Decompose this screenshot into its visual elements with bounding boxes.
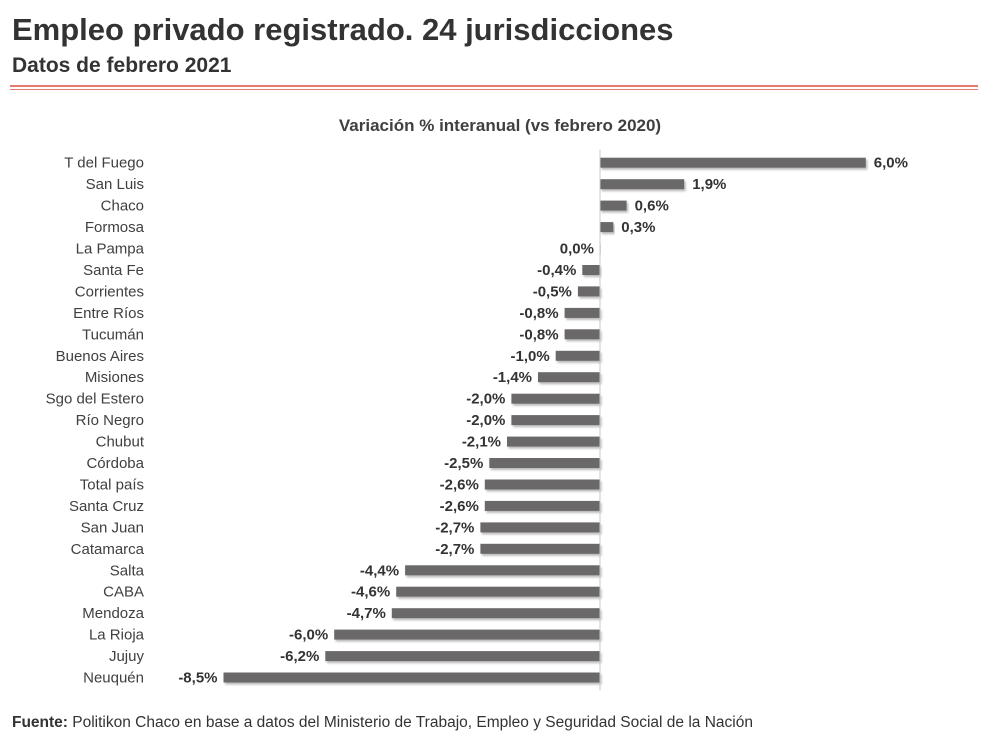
value-label-caba: -4,6% bbox=[351, 584, 390, 601]
category-label-santa-cruz: Santa Cruz bbox=[69, 498, 144, 515]
bar-corrientes bbox=[577, 286, 600, 297]
bar-rio-negro bbox=[511, 415, 600, 426]
value-label-formosa: 0,3% bbox=[621, 219, 655, 236]
category-label-sgo-del-estero: Sgo del Estero bbox=[46, 391, 144, 408]
bar-caba bbox=[396, 586, 600, 597]
value-label-la-pampa: 0,0% bbox=[560, 241, 594, 258]
value-label-cordoba: -2,5% bbox=[444, 455, 483, 472]
bar-la-rioja bbox=[334, 629, 600, 640]
bar-mendoza bbox=[391, 608, 600, 619]
category-label-chaco: Chaco bbox=[101, 198, 144, 215]
value-label-total-pais: -2,6% bbox=[440, 477, 479, 494]
page-subtitle: Datos de febrero 2021 bbox=[12, 54, 232, 77]
value-label-misiones: -1,4% bbox=[493, 369, 532, 386]
category-label-tucuman: Tucumán bbox=[82, 326, 144, 343]
value-label-salta: -4,4% bbox=[360, 562, 399, 579]
category-label-corrientes: Corrientes bbox=[75, 283, 144, 300]
bar-chubut bbox=[507, 436, 600, 447]
category-label-entre-rios: Entre Ríos bbox=[73, 305, 144, 322]
bar-salta bbox=[405, 565, 600, 576]
value-label-sgo-del-estero: -2,0% bbox=[466, 391, 505, 408]
page-title: Empleo privado registrado. 24 jurisdicci… bbox=[12, 12, 674, 47]
category-label-catamarca: Catamarca bbox=[71, 541, 145, 558]
source-note: Fuente: Politikon Chaco en base a datos … bbox=[12, 714, 753, 732]
bar-chaco bbox=[600, 200, 627, 211]
category-label-chubut: Chubut bbox=[96, 434, 145, 451]
bar-jujuy bbox=[325, 651, 600, 662]
value-label-santa-fe: -0,4% bbox=[537, 262, 576, 279]
bar-misiones bbox=[538, 372, 600, 383]
value-label-jujuy: -6,2% bbox=[280, 648, 319, 665]
bar-san-juan bbox=[480, 522, 600, 533]
bar-catamarca bbox=[480, 543, 600, 554]
value-labels-group: 6,0% 1,9% 0,6% 0,3% 0,0% -0,4% -0,5% -0,8% -0,8%… bbox=[178, 155, 908, 687]
category-label-la-pampa: La Pampa bbox=[76, 241, 145, 258]
bar-santa-cruz bbox=[484, 500, 600, 511]
category-label-caba: CABA bbox=[103, 584, 144, 601]
category-label-rio-negro: Río Negro bbox=[76, 412, 144, 429]
bar-tucuman bbox=[564, 329, 600, 340]
bar-cordoba bbox=[489, 458, 601, 468]
category-label-salta: Salta bbox=[110, 562, 145, 579]
value-label-tucuman: -0,8% bbox=[519, 326, 558, 343]
source-text: Politikon Chaco en base a datos del Mini… bbox=[67, 714, 753, 731]
bar-buenos-aires bbox=[555, 350, 600, 361]
value-label-mendoza: -4,7% bbox=[347, 605, 386, 622]
bar-total-pais bbox=[484, 479, 600, 490]
bar-neuquen bbox=[223, 672, 600, 683]
value-label-rio-negro: -2,0% bbox=[466, 412, 505, 429]
category-label-misiones: Misiones bbox=[85, 369, 144, 386]
category-label-jujuy: Jujuy bbox=[109, 648, 145, 665]
category-label-neuquen: Neuquén bbox=[83, 670, 144, 687]
header-divider bbox=[10, 85, 978, 87]
bar-chart: T del Fuego San Luis Chaco Formosa La Pampa S… bbox=[46, 150, 908, 691]
category-label-t-del-fuego: T del Fuego bbox=[64, 155, 144, 172]
category-label-san-luis: San Luis bbox=[86, 176, 144, 193]
category-label-buenos-aires: Buenos Aires bbox=[56, 348, 144, 365]
bar-san-luis bbox=[600, 179, 685, 190]
value-label-buenos-aires: -1,0% bbox=[511, 348, 550, 365]
bar-santa-fe bbox=[582, 265, 600, 275]
value-label-corrientes: -0,5% bbox=[533, 283, 572, 300]
value-label-la-rioja: -6,0% bbox=[289, 627, 328, 644]
value-label-neuquen: -8,5% bbox=[178, 670, 217, 687]
category-label-santa-fe: Santa Fe bbox=[83, 262, 144, 279]
bar-entre-rios bbox=[564, 307, 600, 318]
value-label-chubut: -2,1% bbox=[462, 434, 501, 451]
chart-title: Variación % interanual (vs febrero 2020) bbox=[338, 116, 662, 135]
value-label-entre-rios: -0,8% bbox=[519, 305, 558, 322]
category-label-mendoza: Mendoza bbox=[82, 605, 144, 622]
value-label-santa-cruz: -2,6% bbox=[440, 498, 479, 515]
category-label-total-pais: Total país bbox=[80, 477, 144, 494]
category-labels-group: T del Fuego San Luis Chaco Formosa La Pampa S… bbox=[46, 155, 145, 687]
source-label: Fuente: bbox=[12, 714, 68, 731]
category-label-san-juan: San Juan bbox=[81, 519, 144, 536]
value-label-chaco: 0,6% bbox=[635, 198, 669, 215]
category-label-cordoba: Córdoba bbox=[86, 455, 144, 472]
value-label-san-juan: -2,7% bbox=[435, 519, 474, 536]
bars-group bbox=[223, 157, 866, 683]
value-label-san-luis: 1,9% bbox=[692, 176, 726, 193]
bar-sgo-del-estero bbox=[511, 393, 600, 404]
bar-formosa bbox=[600, 222, 614, 233]
value-label-t-del-fuego: 6,0% bbox=[874, 155, 908, 172]
value-label-catamarca: -2,7% bbox=[435, 541, 474, 558]
category-label-formosa: Formosa bbox=[85, 219, 145, 236]
header-divider-thin bbox=[10, 89, 978, 90]
category-label-la-rioja: La Rioja bbox=[89, 627, 145, 644]
bar-t-del-fuego bbox=[600, 157, 866, 168]
